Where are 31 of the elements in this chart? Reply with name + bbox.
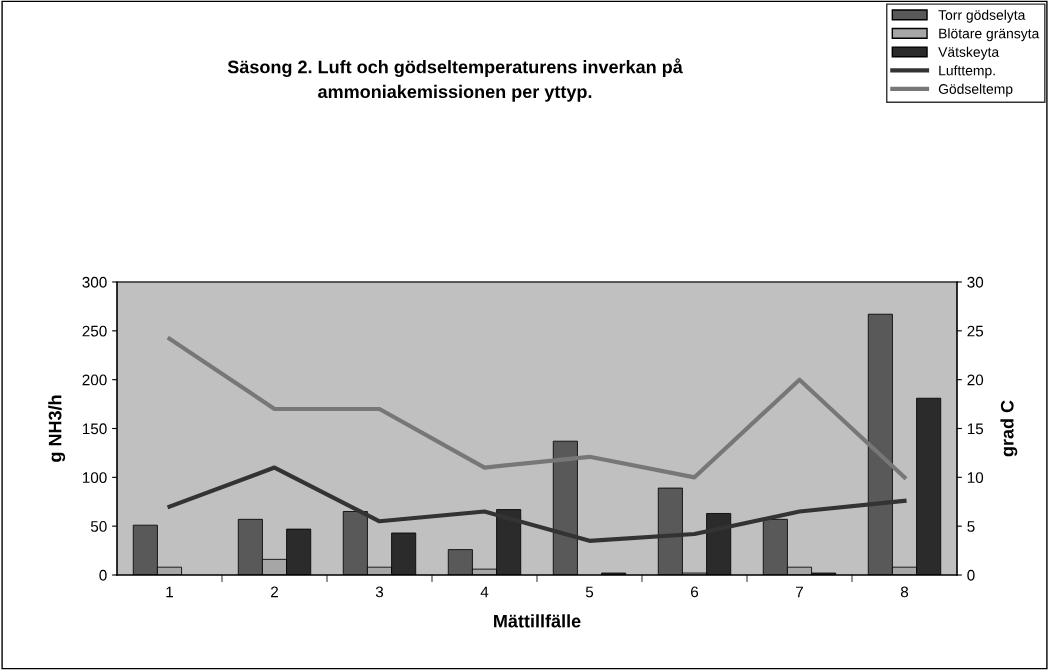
y-tick-label: 250 <box>82 325 107 337</box>
x-tick-label: 2 <box>271 586 278 598</box>
y2-tick-label: 25 <box>967 325 984 337</box>
y-tick-label: 100 <box>82 472 107 484</box>
x-tick-label: 6 <box>691 586 699 598</box>
x-tick-label: 8 <box>900 586 909 598</box>
y2-tick-label: 10 <box>967 472 984 484</box>
y-tick-label: 200 <box>82 374 107 386</box>
x-tick-label: 1 <box>166 586 173 598</box>
y-tick-label: 300 <box>82 276 107 288</box>
y2-tick-label: 15 <box>967 423 984 435</box>
chart-title: Säsong 2. Luft och gödseltemperaturens inverkan på ammoniakemissionen per yttyp. <box>227 58 683 102</box>
y-tick-label: 150 <box>82 423 107 435</box>
y2-tick-label: 30 <box>967 276 984 288</box>
x-tick-label: 4 <box>480 586 489 598</box>
y-tick-label: 50 <box>90 521 107 532</box>
y2-tick-label: 5 <box>967 521 975 532</box>
y-axis-title: g NH3/h <box>48 395 66 462</box>
y2-tick-label: 20 <box>967 374 984 386</box>
y2-axis-title: grad C <box>1000 400 1018 457</box>
legend-label: Blötare gränsyta <box>939 28 1040 42</box>
legend-label: Lufttemp. <box>939 65 995 79</box>
y-tick-label: 0 <box>99 569 107 581</box>
x-tick-label: 5 <box>585 586 594 598</box>
x-axis-title: Mättillfälle <box>494 614 581 628</box>
x-tick-label: 3 <box>375 586 384 598</box>
legend-label: Torr gödselyta <box>938 9 1026 23</box>
legend-label: Gödseltemp <box>938 83 1013 97</box>
legend-label: Vätskeyta <box>938 46 1000 60</box>
x-tick-label: 7 <box>796 586 803 598</box>
y2-tick-label: 0 <box>967 569 975 581</box>
